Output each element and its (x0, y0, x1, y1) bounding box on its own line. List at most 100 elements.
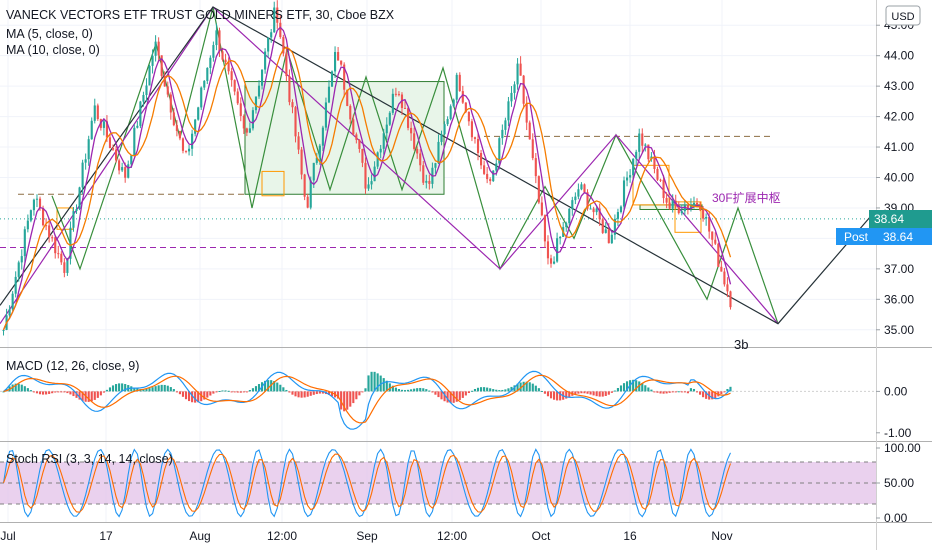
candle-body[interactable] (264, 51, 267, 70)
stoch-rsi-panel[interactable] (0, 448, 876, 518)
post-label[interactable]: Post (844, 230, 869, 244)
candle-body[interactable] (677, 205, 680, 214)
candle-body[interactable] (26, 220, 29, 230)
candle-body[interactable] (327, 86, 331, 103)
candle-body[interactable] (516, 63, 519, 85)
candle-body[interactable] (486, 173, 489, 180)
candle-body[interactable] (172, 112, 175, 126)
candle-body[interactable] (394, 93, 397, 95)
candle-body[interactable] (285, 53, 288, 77)
candle-body[interactable] (729, 291, 732, 308)
candle-body[interactable] (565, 223, 568, 228)
candle-body[interactable] (370, 181, 373, 185)
candle-body[interactable] (397, 94, 401, 96)
candle-body[interactable] (221, 51, 224, 60)
candle-body[interactable] (346, 89, 349, 106)
candle-body[interactable] (166, 86, 169, 95)
candle-body[interactable] (245, 128, 248, 133)
candle-body[interactable] (288, 76, 291, 103)
candle-body[interactable] (708, 216, 711, 232)
candle-body[interactable] (352, 119, 355, 135)
ma5-legend[interactable]: MA (5, close, 0) (6, 27, 93, 41)
candle-body[interactable] (531, 139, 534, 159)
candle-body[interactable] (458, 74, 461, 92)
candle-body[interactable] (574, 196, 577, 201)
candle-body[interactable] (385, 124, 388, 134)
candle-body[interactable] (312, 162, 315, 181)
candle-body[interactable] (489, 179, 492, 182)
candle-body[interactable] (294, 107, 297, 137)
candle-body[interactable] (437, 141, 440, 164)
candle-body[interactable] (479, 152, 483, 166)
candle-body[interactable] (248, 128, 251, 133)
candle-body[interactable] (48, 225, 51, 238)
candle-body[interactable] (446, 119, 449, 125)
candle-body[interactable] (483, 165, 486, 174)
candle-body[interactable] (105, 121, 109, 138)
candle-body[interactable] (510, 92, 513, 102)
candle-body[interactable] (406, 108, 410, 128)
candle-body[interactable] (38, 198, 42, 209)
candle-body[interactable] (282, 37, 285, 54)
candle-body[interactable] (206, 67, 209, 81)
candle-body[interactable] (57, 253, 60, 255)
candle-body[interactable] (492, 170, 495, 182)
candle-body[interactable] (473, 137, 477, 139)
candle-body[interactable] (17, 262, 20, 277)
candle-body[interactable] (254, 96, 258, 111)
candle-body[interactable] (60, 253, 63, 263)
candle-body[interactable] (315, 157, 318, 163)
candle-body[interactable] (619, 206, 623, 213)
candle-body[interactable] (546, 241, 550, 259)
candle-body[interactable] (194, 119, 197, 134)
candle-body[interactable] (178, 130, 182, 139)
candle-body[interactable] (580, 184, 583, 190)
candle-body[interactable] (607, 229, 610, 244)
candle-body[interactable] (686, 205, 689, 209)
candle-body[interactable] (75, 209, 78, 212)
candle-body[interactable] (90, 120, 93, 140)
candle-body[interactable] (227, 62, 230, 72)
candle-body[interactable] (118, 160, 121, 171)
candle-body[interactable] (461, 91, 464, 103)
candle-body[interactable] (455, 74, 458, 100)
candle-body[interactable] (559, 236, 562, 239)
candle-body[interactable] (595, 208, 598, 213)
candle-body[interactable] (422, 165, 425, 183)
candle-body[interactable] (644, 144, 647, 146)
candle-body[interactable] (720, 266, 723, 272)
candle-body[interactable] (391, 93, 394, 113)
candle-body[interactable] (443, 124, 446, 135)
candle-body[interactable] (145, 85, 148, 96)
candle-body[interactable] (361, 148, 364, 163)
candle-body[interactable] (318, 145, 321, 158)
candle-body[interactable] (230, 71, 233, 81)
candle-body[interactable] (273, 7, 276, 33)
candle-body[interactable] (373, 166, 376, 182)
candle-body[interactable] (632, 158, 635, 176)
candle-body[interactable] (191, 133, 194, 149)
candle-body[interactable] (689, 205, 693, 209)
candle-body[interactable] (635, 151, 638, 159)
candle-body[interactable] (622, 180, 626, 207)
candle-body[interactable] (549, 258, 553, 264)
candle-body[interactable] (364, 162, 367, 189)
candle-body[interactable] (382, 133, 385, 149)
candle-body[interactable] (66, 258, 69, 273)
candle-body[interactable] (212, 45, 215, 58)
candle-body[interactable] (154, 41, 157, 56)
candle-body[interactable] (449, 106, 452, 120)
post-tag[interactable] (836, 228, 876, 245)
candle-body[interactable] (306, 196, 309, 208)
candle-body[interactable] (647, 144, 650, 160)
candle-body[interactable] (416, 148, 419, 154)
candle-body[interactable] (78, 187, 81, 210)
candle-body[interactable] (683, 205, 686, 212)
macd-panel[interactable] (0, 370, 876, 430)
candle-body[interactable] (32, 199, 36, 211)
candle-body[interactable] (501, 129, 504, 139)
candle-body[interactable] (534, 158, 537, 177)
candle-body[interactable] (476, 138, 480, 153)
candle-body[interactable] (54, 237, 57, 254)
candle-body[interactable] (440, 134, 443, 142)
